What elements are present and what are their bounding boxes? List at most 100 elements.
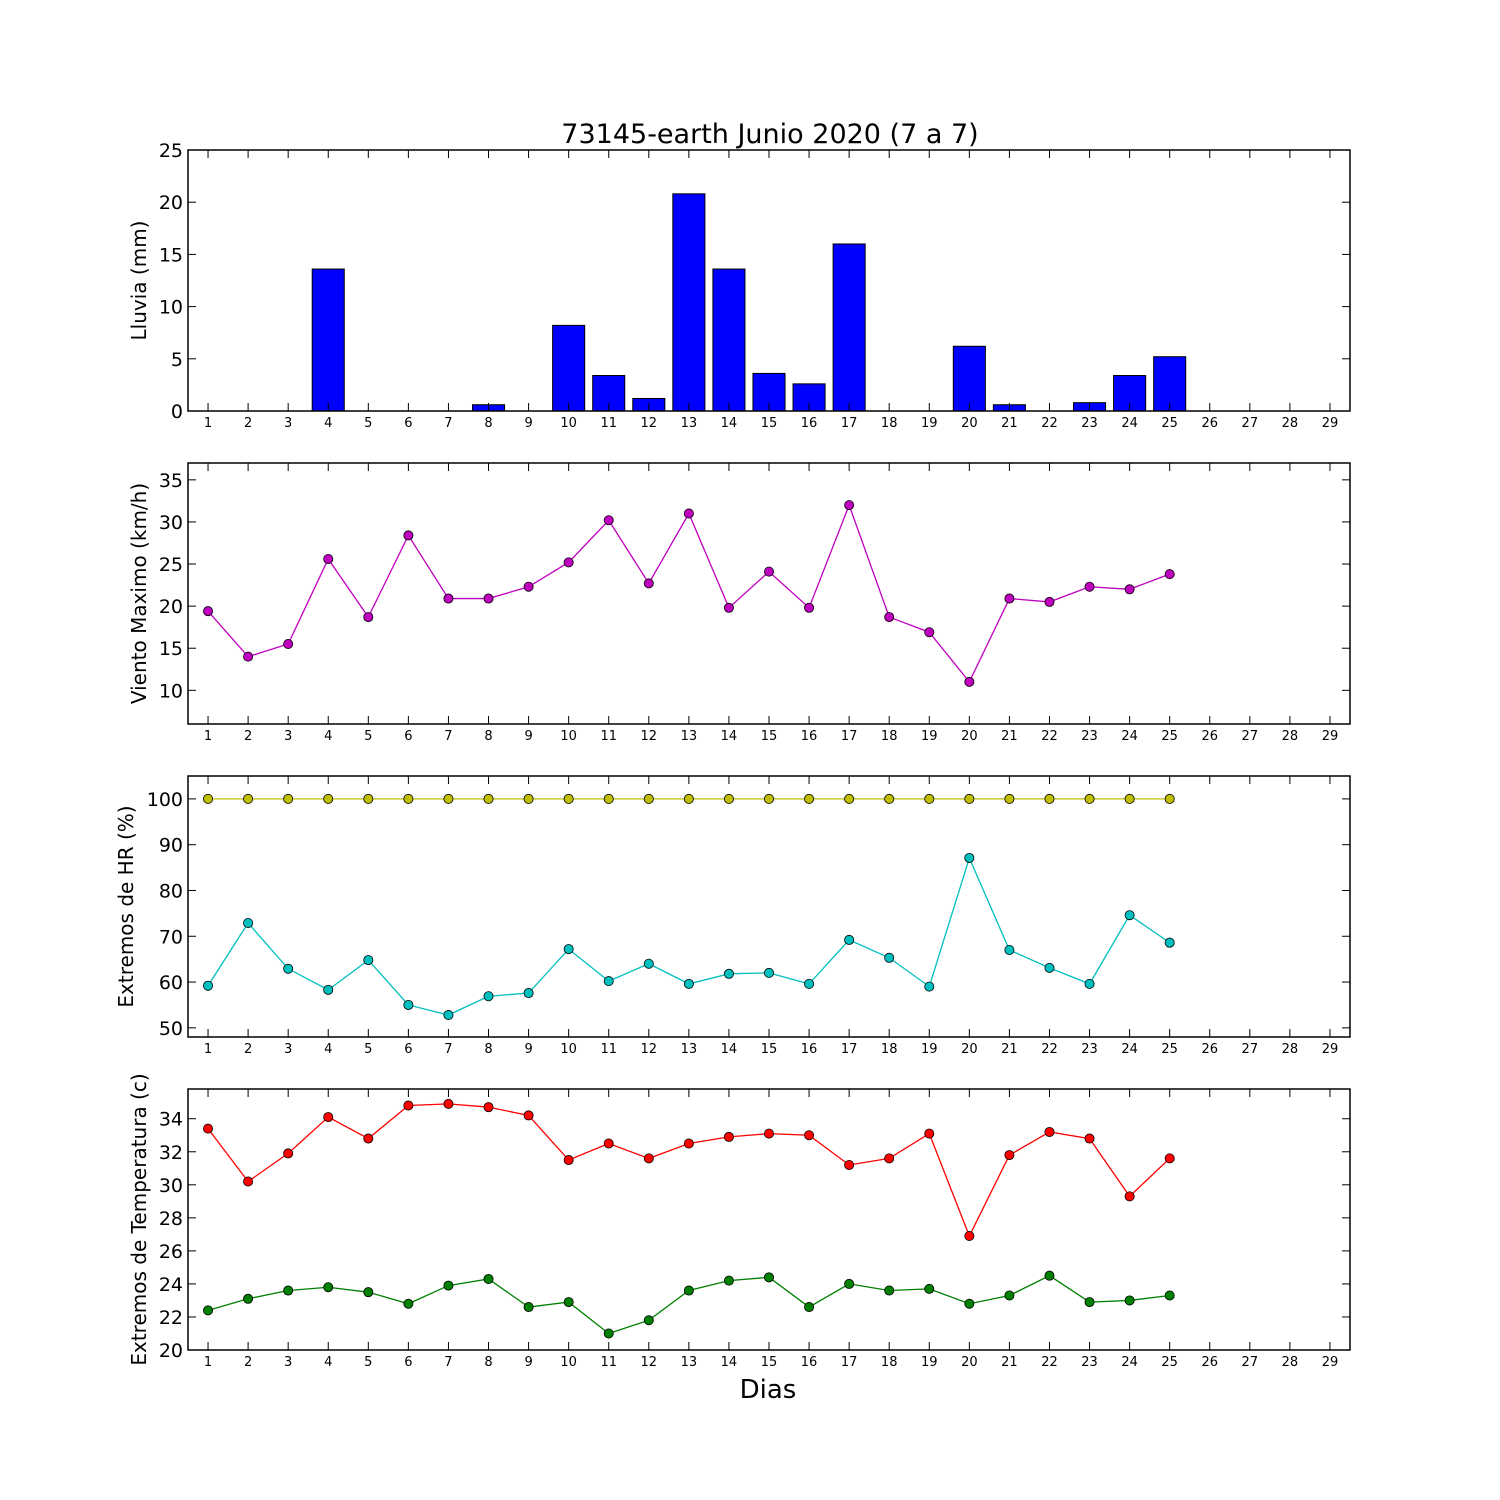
temperature-ytick-label: 30 bbox=[159, 1175, 183, 1197]
humidity-series-0-point-3 bbox=[283, 793, 294, 804]
wind-xtick-label: 7 bbox=[444, 729, 452, 744]
humidity-series-0-point-14 bbox=[723, 793, 734, 804]
wind-xtick-label: 26 bbox=[1201, 729, 1218, 744]
humidity-xtick-label: 2 bbox=[244, 1042, 252, 1057]
temperature-xtick-label: 18 bbox=[881, 1355, 898, 1370]
wind-series-0-point-15 bbox=[764, 566, 775, 577]
temperature-series-1-point-7 bbox=[443, 1280, 454, 1291]
bar-day-13 bbox=[672, 193, 706, 412]
rain-xtick-label: 15 bbox=[761, 416, 778, 431]
humidity-series-0-point-7 bbox=[443, 793, 454, 804]
humidity-xtick-label: 12 bbox=[641, 1042, 658, 1057]
temperature-series-0-point-24 bbox=[1124, 1191, 1135, 1202]
temperature-xtick-label: 17 bbox=[841, 1355, 858, 1370]
temperature-series-0-point-3 bbox=[283, 1148, 294, 1159]
wind-series-0-point-16 bbox=[804, 602, 815, 613]
temperature-xtick-label: 20 bbox=[961, 1355, 978, 1370]
humidity-xtick-label: 25 bbox=[1161, 1042, 1178, 1057]
wind-xtick-label: 5 bbox=[364, 729, 372, 744]
temperature-series-0-point-14 bbox=[723, 1131, 734, 1142]
humidity-series-0-point-24 bbox=[1124, 793, 1135, 804]
rain-xtick-label: 21 bbox=[1001, 416, 1018, 431]
humidity-series-1-point-25 bbox=[1164, 937, 1175, 948]
rain-ytick-label: 15 bbox=[159, 244, 183, 266]
wind-series-0-point-14 bbox=[723, 602, 734, 613]
humidity-series-0-point-6 bbox=[403, 793, 414, 804]
temperature-series-1-point-5 bbox=[363, 1287, 374, 1298]
rain-xtick-label: 9 bbox=[524, 416, 532, 431]
humidity-xtick-label: 5 bbox=[364, 1042, 372, 1057]
humidity-xtick-label: 27 bbox=[1242, 1042, 1259, 1057]
temperature-series-1-line bbox=[207, 1274, 1170, 1335]
humidity-ytick-label: 90 bbox=[159, 835, 183, 857]
wind-xtick-label: 21 bbox=[1001, 729, 1018, 744]
humidity-xtick-label: 3 bbox=[284, 1042, 292, 1057]
humidity-xtick-label: 28 bbox=[1282, 1042, 1299, 1057]
temperature-ytick-label: 32 bbox=[159, 1142, 183, 1164]
rain-xtick-label: 8 bbox=[484, 416, 492, 431]
humidity-series-0-point-5 bbox=[363, 793, 374, 804]
humidity-series-1-point-15 bbox=[764, 967, 775, 978]
temperature-series-1-point-25 bbox=[1164, 1290, 1175, 1301]
humidity-series-0-point-21 bbox=[1004, 793, 1015, 804]
x-axis-label: Dias bbox=[740, 1375, 797, 1405]
temperature-series-1-point-12 bbox=[643, 1315, 654, 1326]
temperature-series-1-point-17 bbox=[844, 1278, 855, 1289]
humidity-series-1-point-6 bbox=[403, 999, 414, 1010]
rain-y-axis-label: Lluvia (mm) bbox=[127, 221, 151, 341]
humidity-xtick-label: 9 bbox=[524, 1042, 532, 1057]
humidity-xtick-label: 4 bbox=[324, 1042, 332, 1057]
humidity-series-0-point-23 bbox=[1084, 793, 1095, 804]
temperature-series-0-point-17 bbox=[844, 1159, 855, 1170]
temperature-series-1-point-2 bbox=[243, 1293, 254, 1304]
wind-xtick-label: 24 bbox=[1121, 729, 1138, 744]
humidity-series-0-point-20 bbox=[964, 793, 975, 804]
temperature-series-0-point-7 bbox=[443, 1098, 454, 1109]
humidity-series-1-point-11 bbox=[603, 976, 614, 987]
humidity-series-1-point-1 bbox=[203, 980, 214, 991]
humidity-series-0-point-16 bbox=[804, 793, 815, 804]
wind-xtick-label: 16 bbox=[801, 729, 818, 744]
humidity-series-1-point-2 bbox=[243, 917, 254, 928]
rain-xtick-label: 2 bbox=[244, 416, 252, 431]
temperature-xtick-label: 2 bbox=[244, 1355, 252, 1370]
temperature-series-0-point-9 bbox=[523, 1110, 534, 1121]
temperature-xtick-label: 26 bbox=[1201, 1355, 1218, 1370]
wind-xtick-label: 12 bbox=[641, 729, 658, 744]
wind-series-0-point-1 bbox=[203, 606, 214, 617]
humidity-axes-frame bbox=[187, 775, 1351, 1038]
temperature-xtick-label: 1 bbox=[204, 1355, 212, 1370]
bar-day-20 bbox=[952, 345, 986, 412]
temperature-xtick-label: 19 bbox=[921, 1355, 938, 1370]
rain-ytick-label: 20 bbox=[159, 192, 183, 214]
wind-xtick-label: 10 bbox=[560, 729, 577, 744]
temperature-series-0-line bbox=[207, 1103, 1171, 1238]
wind-series-0-point-3 bbox=[283, 639, 294, 650]
humidity-series-1-point-21 bbox=[1004, 945, 1015, 956]
humidity-series-1-point-22 bbox=[1044, 962, 1055, 973]
wind-series-0-point-5 bbox=[363, 612, 374, 623]
temperature-xtick-label: 22 bbox=[1041, 1355, 1058, 1370]
temperature-series-1-point-3 bbox=[283, 1285, 294, 1296]
temperature-xtick-label: 9 bbox=[524, 1355, 532, 1370]
temperature-series-1-point-23 bbox=[1084, 1297, 1095, 1308]
humidity-xtick-label: 21 bbox=[1001, 1042, 1018, 1057]
humidity-series-1-line bbox=[207, 856, 1171, 1016]
temperature-xtick-label: 10 bbox=[560, 1355, 577, 1370]
humidity-xtick-label: 19 bbox=[921, 1042, 938, 1057]
wind-ytick-label: 15 bbox=[159, 638, 183, 660]
humidity-xtick-label: 6 bbox=[404, 1042, 412, 1057]
wind-xtick-label: 29 bbox=[1322, 729, 1339, 744]
rain-xtick-label: 28 bbox=[1282, 416, 1299, 431]
temperature-series-0-point-21 bbox=[1004, 1150, 1015, 1161]
wind-xtick-label: 8 bbox=[484, 729, 492, 744]
humidity-series-0-point-22 bbox=[1044, 793, 1055, 804]
wind-xtick-label: 6 bbox=[404, 729, 412, 744]
temperature-series-1-point-11 bbox=[603, 1328, 614, 1339]
temperature-xtick-label: 28 bbox=[1282, 1355, 1299, 1370]
temperature-xtick-label: 7 bbox=[444, 1355, 452, 1370]
humidity-series-0-point-10 bbox=[563, 793, 574, 804]
bar-day-10 bbox=[552, 324, 586, 412]
humidity-series-1-point-23 bbox=[1084, 978, 1095, 989]
